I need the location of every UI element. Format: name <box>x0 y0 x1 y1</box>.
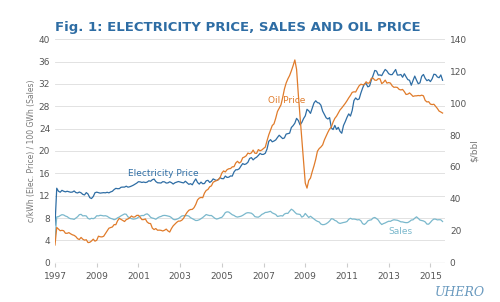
Text: Fig. 1: ELECTRICITY PRICE, SALES AND OIL PRICE: Fig. 1: ELECTRICITY PRICE, SALES AND OIL… <box>55 21 420 34</box>
Electricity Price <box>82 193 87 197</box>
Sales <box>137 214 143 218</box>
Oil Price <box>431 102 437 106</box>
Y-axis label: c/kWh (Elec. Price) / 100 GWh (Sales): c/kWh (Elec. Price) / 100 GWh (Sales) <box>27 80 36 222</box>
Oil Price <box>87 240 93 244</box>
Sales <box>288 207 294 211</box>
Sales <box>52 238 58 242</box>
Sales <box>87 217 93 221</box>
Electricity Price <box>137 180 143 184</box>
Oil Price <box>294 68 300 71</box>
Sales <box>259 213 265 216</box>
Line: Oil Price: Oil Price <box>55 60 442 245</box>
Line: Electricity Price: Electricity Price <box>55 69 442 225</box>
Electricity Price <box>431 72 437 76</box>
Oil Price <box>440 111 446 115</box>
Sales <box>440 220 446 223</box>
Line: Sales: Sales <box>55 209 442 240</box>
Oil Price <box>82 238 87 242</box>
Text: Electricity Price: Electricity Price <box>128 169 198 178</box>
Electricity Price <box>382 68 388 71</box>
Sales <box>82 214 87 217</box>
Electricity Price <box>440 79 446 82</box>
Electricity Price <box>87 196 93 199</box>
Text: Sales: Sales <box>388 227 413 236</box>
Text: Oil Price: Oil Price <box>268 96 305 105</box>
Electricity Price <box>52 223 58 227</box>
Text: UHERO: UHERO <box>435 286 485 299</box>
Electricity Price <box>259 153 265 156</box>
Sales <box>431 217 437 221</box>
Sales <box>294 212 300 216</box>
Oil Price <box>52 243 58 247</box>
Oil Price <box>259 148 265 152</box>
Oil Price <box>292 58 298 62</box>
Electricity Price <box>292 121 298 125</box>
Oil Price <box>137 215 143 219</box>
Y-axis label: $/bbl: $/bbl <box>470 140 479 162</box>
